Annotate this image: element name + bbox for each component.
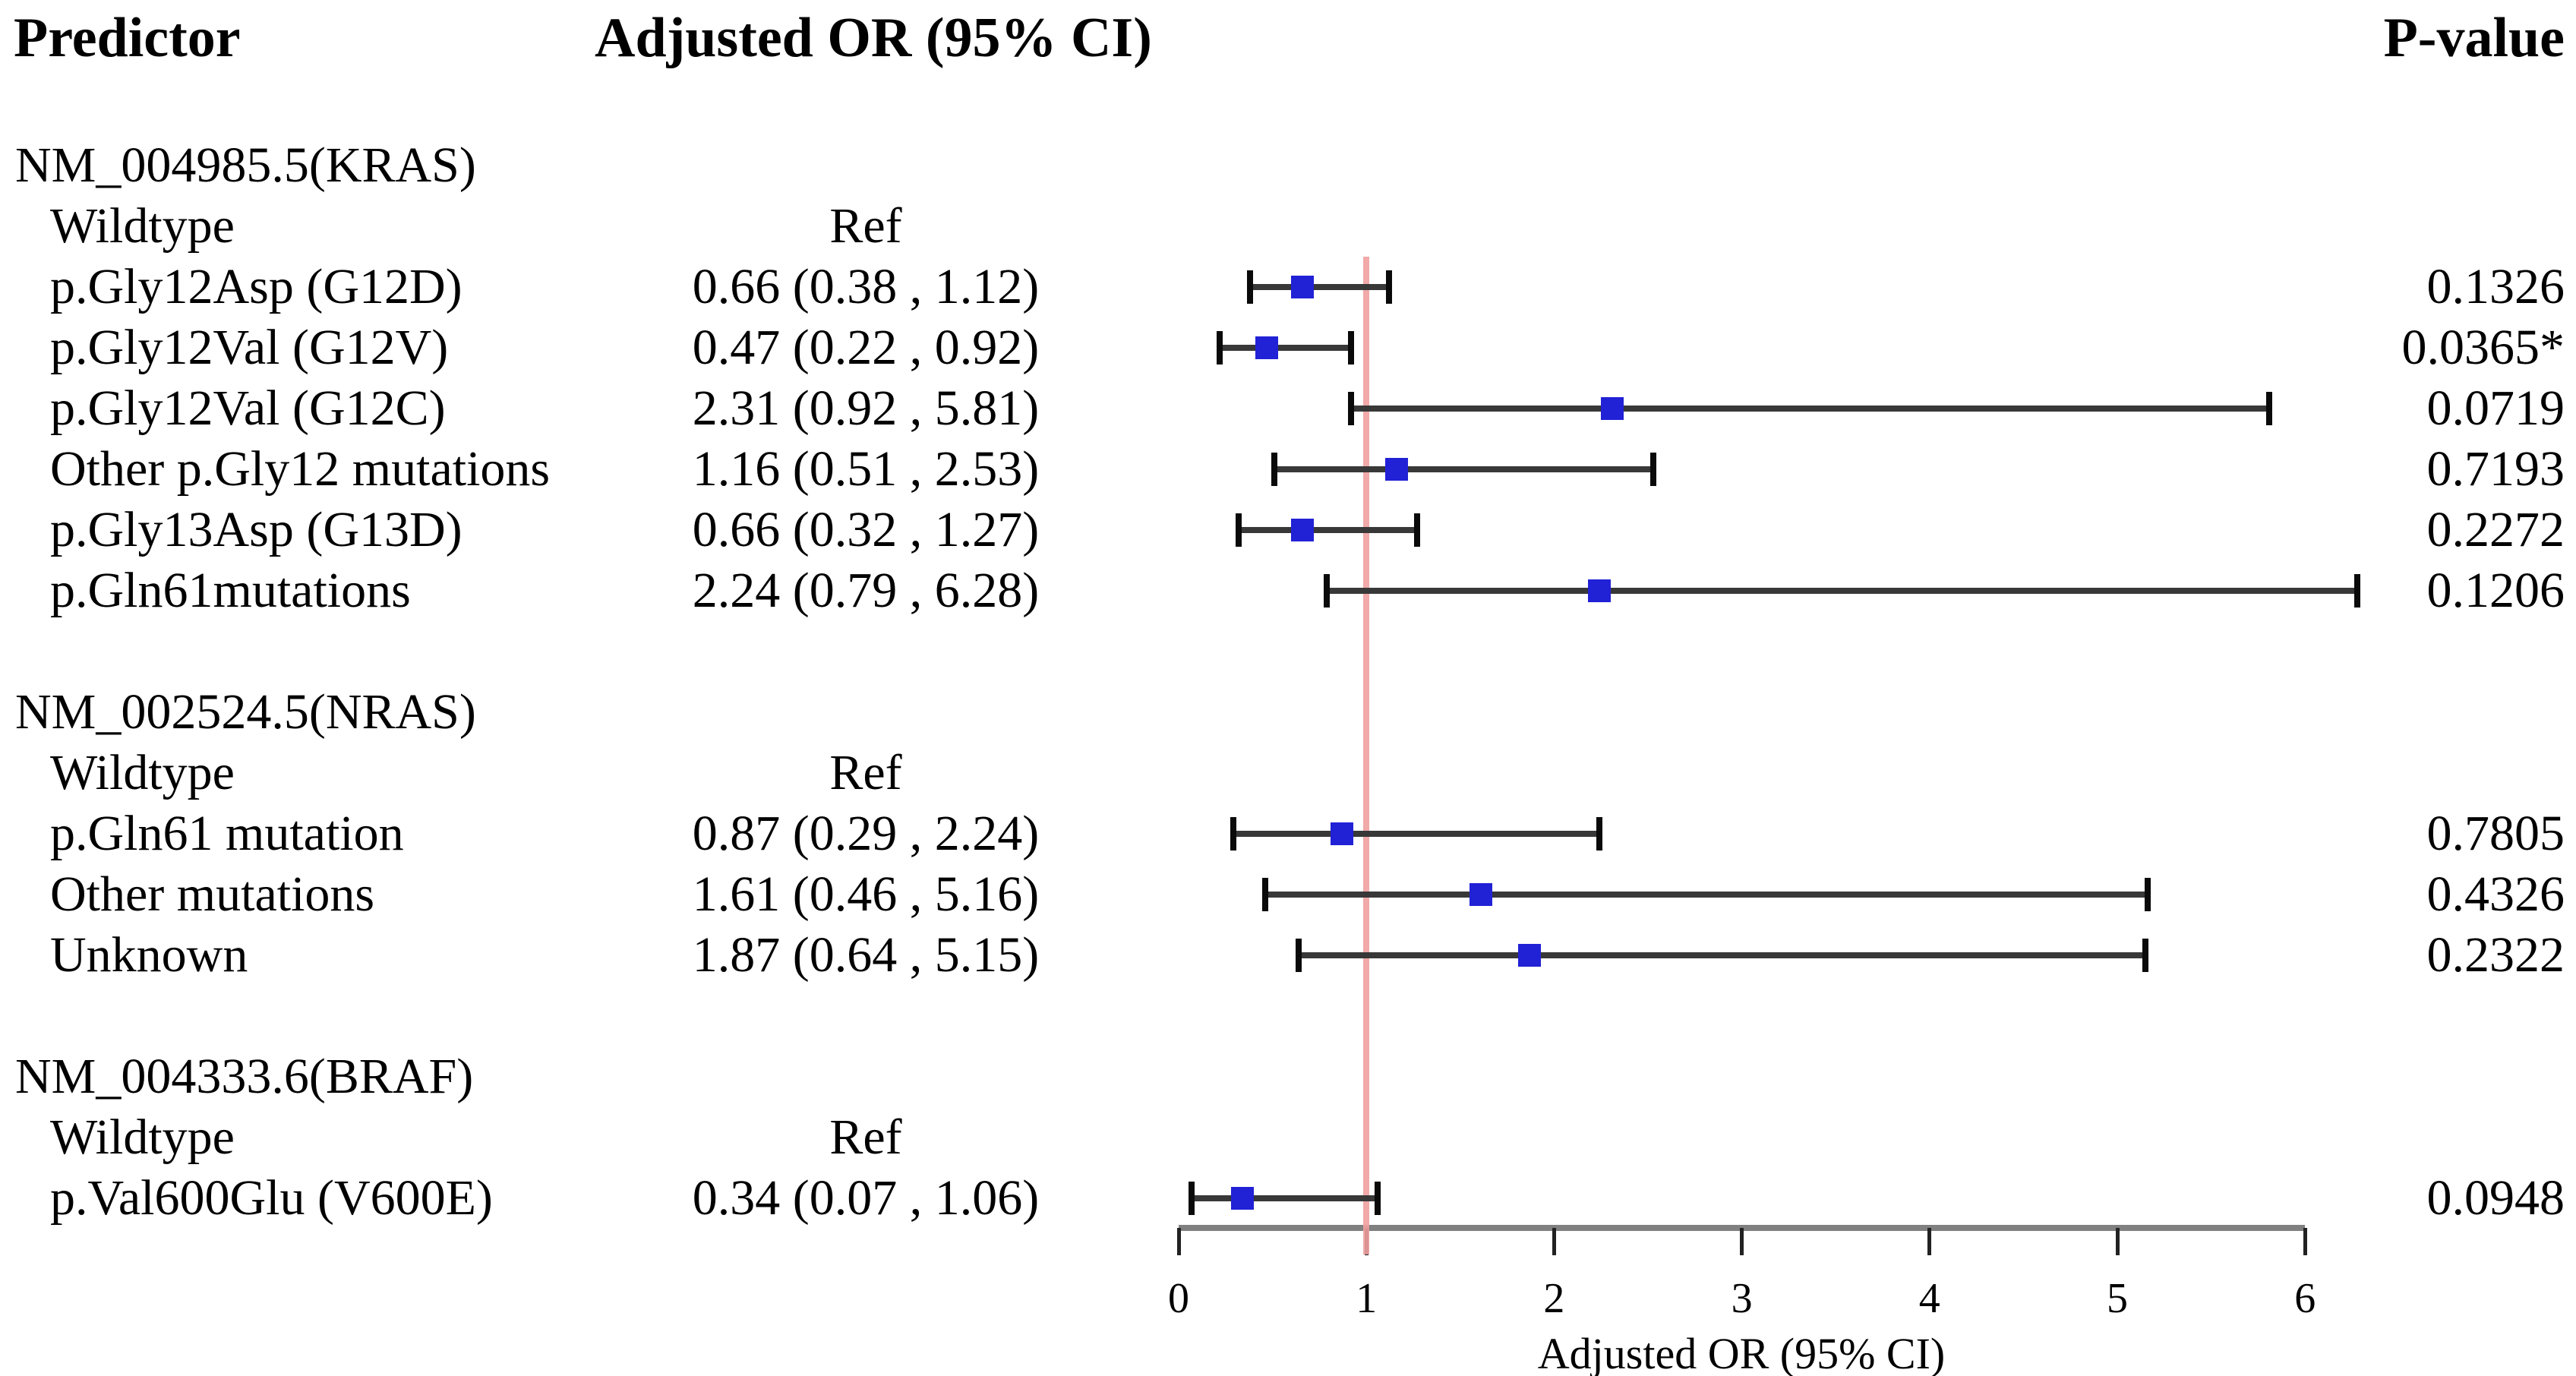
x-axis-tick <box>1552 1228 1556 1255</box>
x-tick-label: 6 <box>2294 1275 2316 1322</box>
ci-cap-upper <box>2142 939 2149 972</box>
ci-whisker-line <box>1233 831 1599 837</box>
x-tick-label: 1 <box>1356 1275 1378 1322</box>
x-axis-label: Adjusted OR (95% CI) <box>1537 1329 1946 1376</box>
or-ci-value: Ref <box>829 198 902 254</box>
p-value: 0.1326 <box>2426 259 2565 314</box>
ci-cap-lower <box>1189 1182 1195 1215</box>
ci-whisker-line <box>1327 588 2358 594</box>
predictor-item-label: Unknown <box>50 927 248 983</box>
predictor-item-label: p.Gly12Val (G12V) <box>50 320 449 375</box>
or-ci-value: 1.87 (0.64 , 5.15) <box>692 927 1040 983</box>
column-header-pvalue: P-value <box>2383 7 2565 69</box>
p-value: 0.2322 <box>2426 927 2565 983</box>
or-ci-value: 2.24 (0.79 , 6.28) <box>692 563 1040 618</box>
ci-cap-lower <box>1296 939 1302 972</box>
p-value: 0.0365* <box>2401 320 2565 375</box>
p-value: 0.7193 <box>2426 441 2565 497</box>
ci-cap-upper <box>1596 817 1602 851</box>
ci-cap-upper <box>2144 878 2151 911</box>
x-axis-tick <box>2303 1228 2307 1255</box>
or-point-marker <box>1469 883 1492 906</box>
or-ci-value: Ref <box>829 745 902 800</box>
or-point-marker <box>1384 458 1408 481</box>
or-point-marker <box>1291 276 1315 298</box>
or-ci-value: 2.31 (0.92 , 5.81) <box>692 380 1040 436</box>
or-ci-value: 0.66 (0.38 , 1.12) <box>692 259 1040 314</box>
ci-cap-lower <box>1261 878 1268 911</box>
or-point-marker <box>1291 519 1315 541</box>
ci-cap-upper <box>1650 453 1657 486</box>
predictor-item-label: Wildtype <box>50 745 235 800</box>
reference-line-or-1 <box>1363 257 1370 1254</box>
ci-whisker-line <box>1249 284 1389 290</box>
ci-cap-upper <box>1375 1182 1381 1215</box>
ci-cap-upper <box>2266 392 2273 425</box>
or-point-marker <box>1601 397 1624 420</box>
predictor-item-label: Other p.Gly12 mutations <box>50 441 551 497</box>
predictor-item-label: p.Gly12Asp (G12D) <box>50 259 462 314</box>
column-header-adjusted-or: Adjusted OR (95% CI) <box>595 7 1152 69</box>
p-value: 0.0719 <box>2426 380 2565 436</box>
p-value: 0.7805 <box>2426 806 2565 861</box>
ci-whisker-line <box>1239 527 1417 533</box>
x-axis-tick <box>1927 1228 1932 1255</box>
or-point-marker <box>1587 579 1611 602</box>
predictor-item-label: p.Gly13Asp (G13D) <box>50 502 462 557</box>
ci-whisker-line <box>1264 892 2148 898</box>
x-axis-tick <box>1176 1228 1181 1255</box>
or-ci-value: 0.66 (0.32 , 1.27) <box>692 502 1040 557</box>
p-value: 0.1206 <box>2426 563 2565 618</box>
ci-cap-lower <box>1246 270 1253 304</box>
or-ci-value: 0.34 (0.07 , 1.06) <box>692 1170 1040 1226</box>
x-tick-label: 2 <box>1543 1275 1565 1322</box>
or-ci-value: Ref <box>829 1109 902 1165</box>
ci-cap-upper <box>2354 574 2361 608</box>
or-point-marker <box>1255 336 1279 359</box>
ci-cap-lower <box>1324 574 1331 608</box>
or-ci-value: 0.87 (0.29 , 2.24) <box>692 806 1040 861</box>
predictor-item-label: p.Gln61 mutation <box>50 806 404 861</box>
p-value: 0.2272 <box>2426 502 2565 557</box>
ci-whisker-line <box>1192 1195 1378 1201</box>
x-axis-tick <box>2115 1228 2120 1255</box>
ci-cap-lower <box>1348 392 1355 425</box>
or-point-marker <box>1231 1187 1255 1210</box>
predictor-item-label: p.Gln61mutations <box>50 563 411 618</box>
p-value: 0.0948 <box>2426 1170 2565 1226</box>
or-ci-value: 1.61 (0.46 , 5.16) <box>692 866 1040 922</box>
ci-whisker-line <box>1274 466 1654 472</box>
predictor-item-label: p.Val600Glu (V600E) <box>50 1170 493 1226</box>
column-header-predictor: Predictor <box>14 7 241 69</box>
or-ci-value: 0.47 (0.22 , 0.92) <box>692 320 1040 375</box>
ci-cap-upper <box>1385 270 1392 304</box>
x-tick-label: 0 <box>1168 1275 1189 1322</box>
x-tick-label: 4 <box>1918 1275 1940 1322</box>
ci-cap-lower <box>1230 817 1236 851</box>
ci-cap-lower <box>1217 331 1223 365</box>
ci-cap-upper <box>1348 331 1355 365</box>
predictor-group-label: NM_004985.5(KRAS) <box>15 137 476 193</box>
ci-cap-lower <box>1271 453 1278 486</box>
predictor-group-label: NM_004333.6(BRAF) <box>15 1049 474 1104</box>
x-tick-label: 3 <box>1731 1275 1753 1322</box>
or-point-marker <box>1518 944 1542 967</box>
predictor-group-label: NM_002524.5(NRAS) <box>15 684 476 740</box>
predictor-item-label: p.Gly12Val (G12C) <box>50 380 446 436</box>
ci-cap-lower <box>1236 513 1242 547</box>
ci-cap-upper <box>1413 513 1420 547</box>
predictor-item-label: Wildtype <box>50 1109 235 1165</box>
x-axis-tick <box>1740 1228 1744 1255</box>
predictor-item-label: Wildtype <box>50 198 235 254</box>
ci-whisker-line <box>1299 952 2146 958</box>
ci-whisker-line <box>1220 345 1352 351</box>
p-value: 0.4326 <box>2426 866 2565 922</box>
ci-whisker-line <box>1351 406 2270 412</box>
or-point-marker <box>1331 822 1354 845</box>
predictor-item-label: Other mutations <box>50 866 375 922</box>
x-tick-label: 5 <box>2107 1275 2128 1322</box>
or-ci-value: 1.16 (0.51 , 2.53) <box>692 441 1040 497</box>
